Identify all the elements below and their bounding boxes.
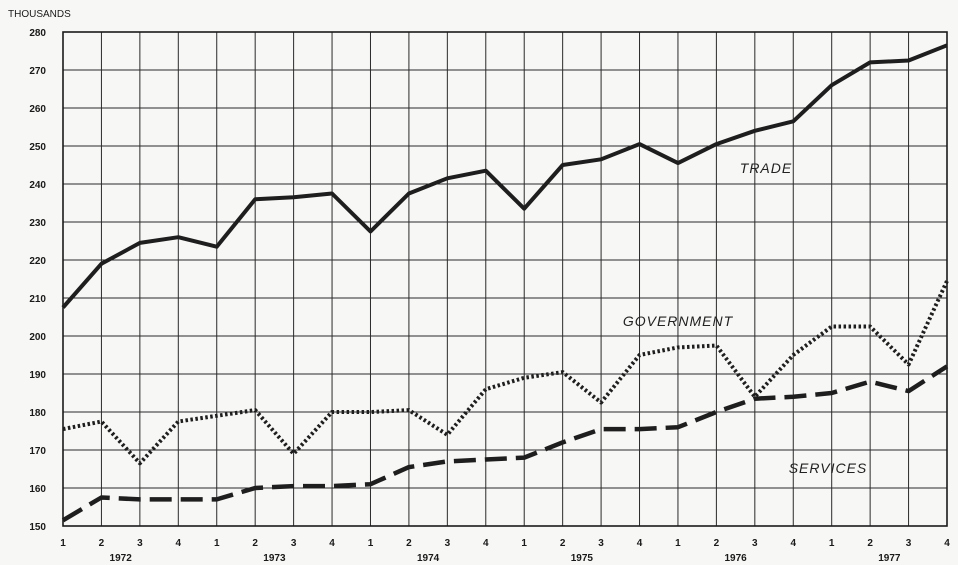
x-tick-label: 2 [406,538,412,549]
year-label: 1977 [878,553,901,564]
x-tick-label: 1 [675,538,681,549]
y-tick-label: 190 [29,370,46,381]
series-line-trade [61,43,948,309]
series-label-government: GOVERNMENT [623,313,734,329]
grid [62,31,948,527]
x-tick-label: 3 [752,538,758,549]
year-labels: 1972 1973 1974 1975 1976 1977 [110,553,901,564]
series-lines [61,43,949,523]
plot-frame [62,31,948,527]
y-tick-label: 270 [29,66,46,77]
series-line-services [61,364,949,523]
x-tick-label: 3 [137,538,143,549]
x-tick-label: 2 [252,538,258,549]
year-label: 1973 [263,553,286,564]
year-label: 1972 [110,553,133,564]
x-tick-label: 3 [598,538,604,549]
series-label-trade: TRADE [740,160,792,176]
x-tick-label: 4 [176,538,182,549]
x-axis-ticks: 1 2 3 4 1 2 3 4 1 2 3 4 1 2 3 4 1 2 3 4 1 2 3 4 [60,538,950,549]
x-tick-label: 3 [906,538,912,549]
y-axis-ticks: 150 160 170 180 190 200 210 220 230 240 250 260 270 2… [29,28,46,533]
y-tick-label: 170 [29,446,46,457]
year-label: 1976 [724,553,747,564]
unit-label: THOUSANDS [8,9,71,20]
x-tick-label: 1 [368,538,374,549]
x-tick-label: 4 [329,538,335,549]
series-labels: TRADE GOVERNMENT SERVICES [623,160,868,476]
year-label: 1974 [417,553,440,564]
x-tick-label: 4 [944,538,950,549]
y-tick-label: 150 [29,522,46,533]
series-label-services: SERVICES [789,460,868,476]
year-label: 1975 [571,553,594,564]
x-tick-label: 4 [637,538,643,549]
y-tick-label: 230 [29,218,46,229]
x-tick-label: 2 [560,538,566,549]
x-tick-label: 4 [483,538,489,549]
y-tick-label: 210 [29,294,46,305]
x-tick-label: 3 [445,538,451,549]
y-tick-label: 180 [29,408,46,419]
series-line-government [62,280,949,466]
y-tick-label: 220 [29,256,46,267]
y-tick-label: 160 [29,484,46,495]
x-tick-label: 1 [60,538,66,549]
x-tick-label: 1 [829,538,835,549]
x-tick-label: 1 [214,538,220,549]
x-tick-label: 2 [867,538,873,549]
y-tick-label: 200 [29,332,46,343]
x-tick-label: 1 [521,538,527,549]
y-tick-label: 260 [29,104,46,115]
y-tick-label: 280 [29,28,46,39]
y-tick-label: 250 [29,142,46,153]
x-tick-label: 4 [790,538,796,549]
x-tick-label: 3 [291,538,297,549]
y-tick-label: 240 [29,180,46,191]
x-tick-label: 2 [99,538,105,549]
x-tick-label: 2 [714,538,720,549]
